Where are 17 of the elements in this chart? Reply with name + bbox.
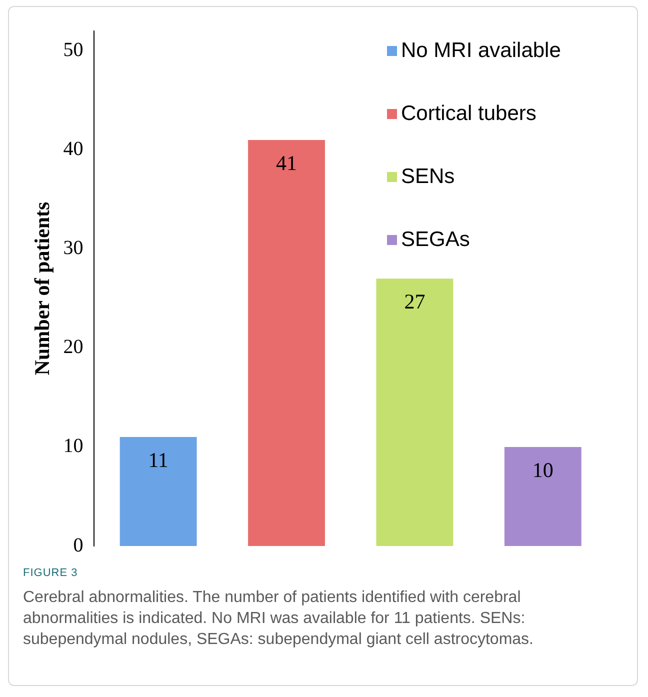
y-tick-label: 30 — [63, 237, 84, 260]
caption: FIGURE 3 — [23, 567, 78, 579]
legend-label: No MRI available — [401, 38, 561, 62]
y-axis-title: Number of patients — [30, 202, 54, 376]
y-tick-label: 10 — [63, 435, 84, 458]
data-label: 27 — [404, 290, 426, 314]
data-label: 10 — [532, 458, 554, 482]
legend-label: SENs — [401, 164, 455, 188]
y-tick-label: 20 — [63, 336, 84, 358]
text: Cerebral abnormalities. The number of patients identified with cerebral abnormalities is indicated. No MRI was available for 11 patients. SENs: subependymal nodules, SEGAs: subependymal giant cell astrocytomas. — [23, 588, 534, 650]
y-tick-label: 40 — [63, 138, 84, 160]
data-label: 41 — [276, 150, 297, 175]
data-label: 11 — [148, 448, 168, 472]
legend-label: SEGAs — [401, 228, 470, 251]
y-tick-label: 0 — [73, 534, 84, 556]
legend-label: Cortical tubers — [401, 102, 536, 125]
y-tick-label: 50 — [63, 39, 84, 62]
